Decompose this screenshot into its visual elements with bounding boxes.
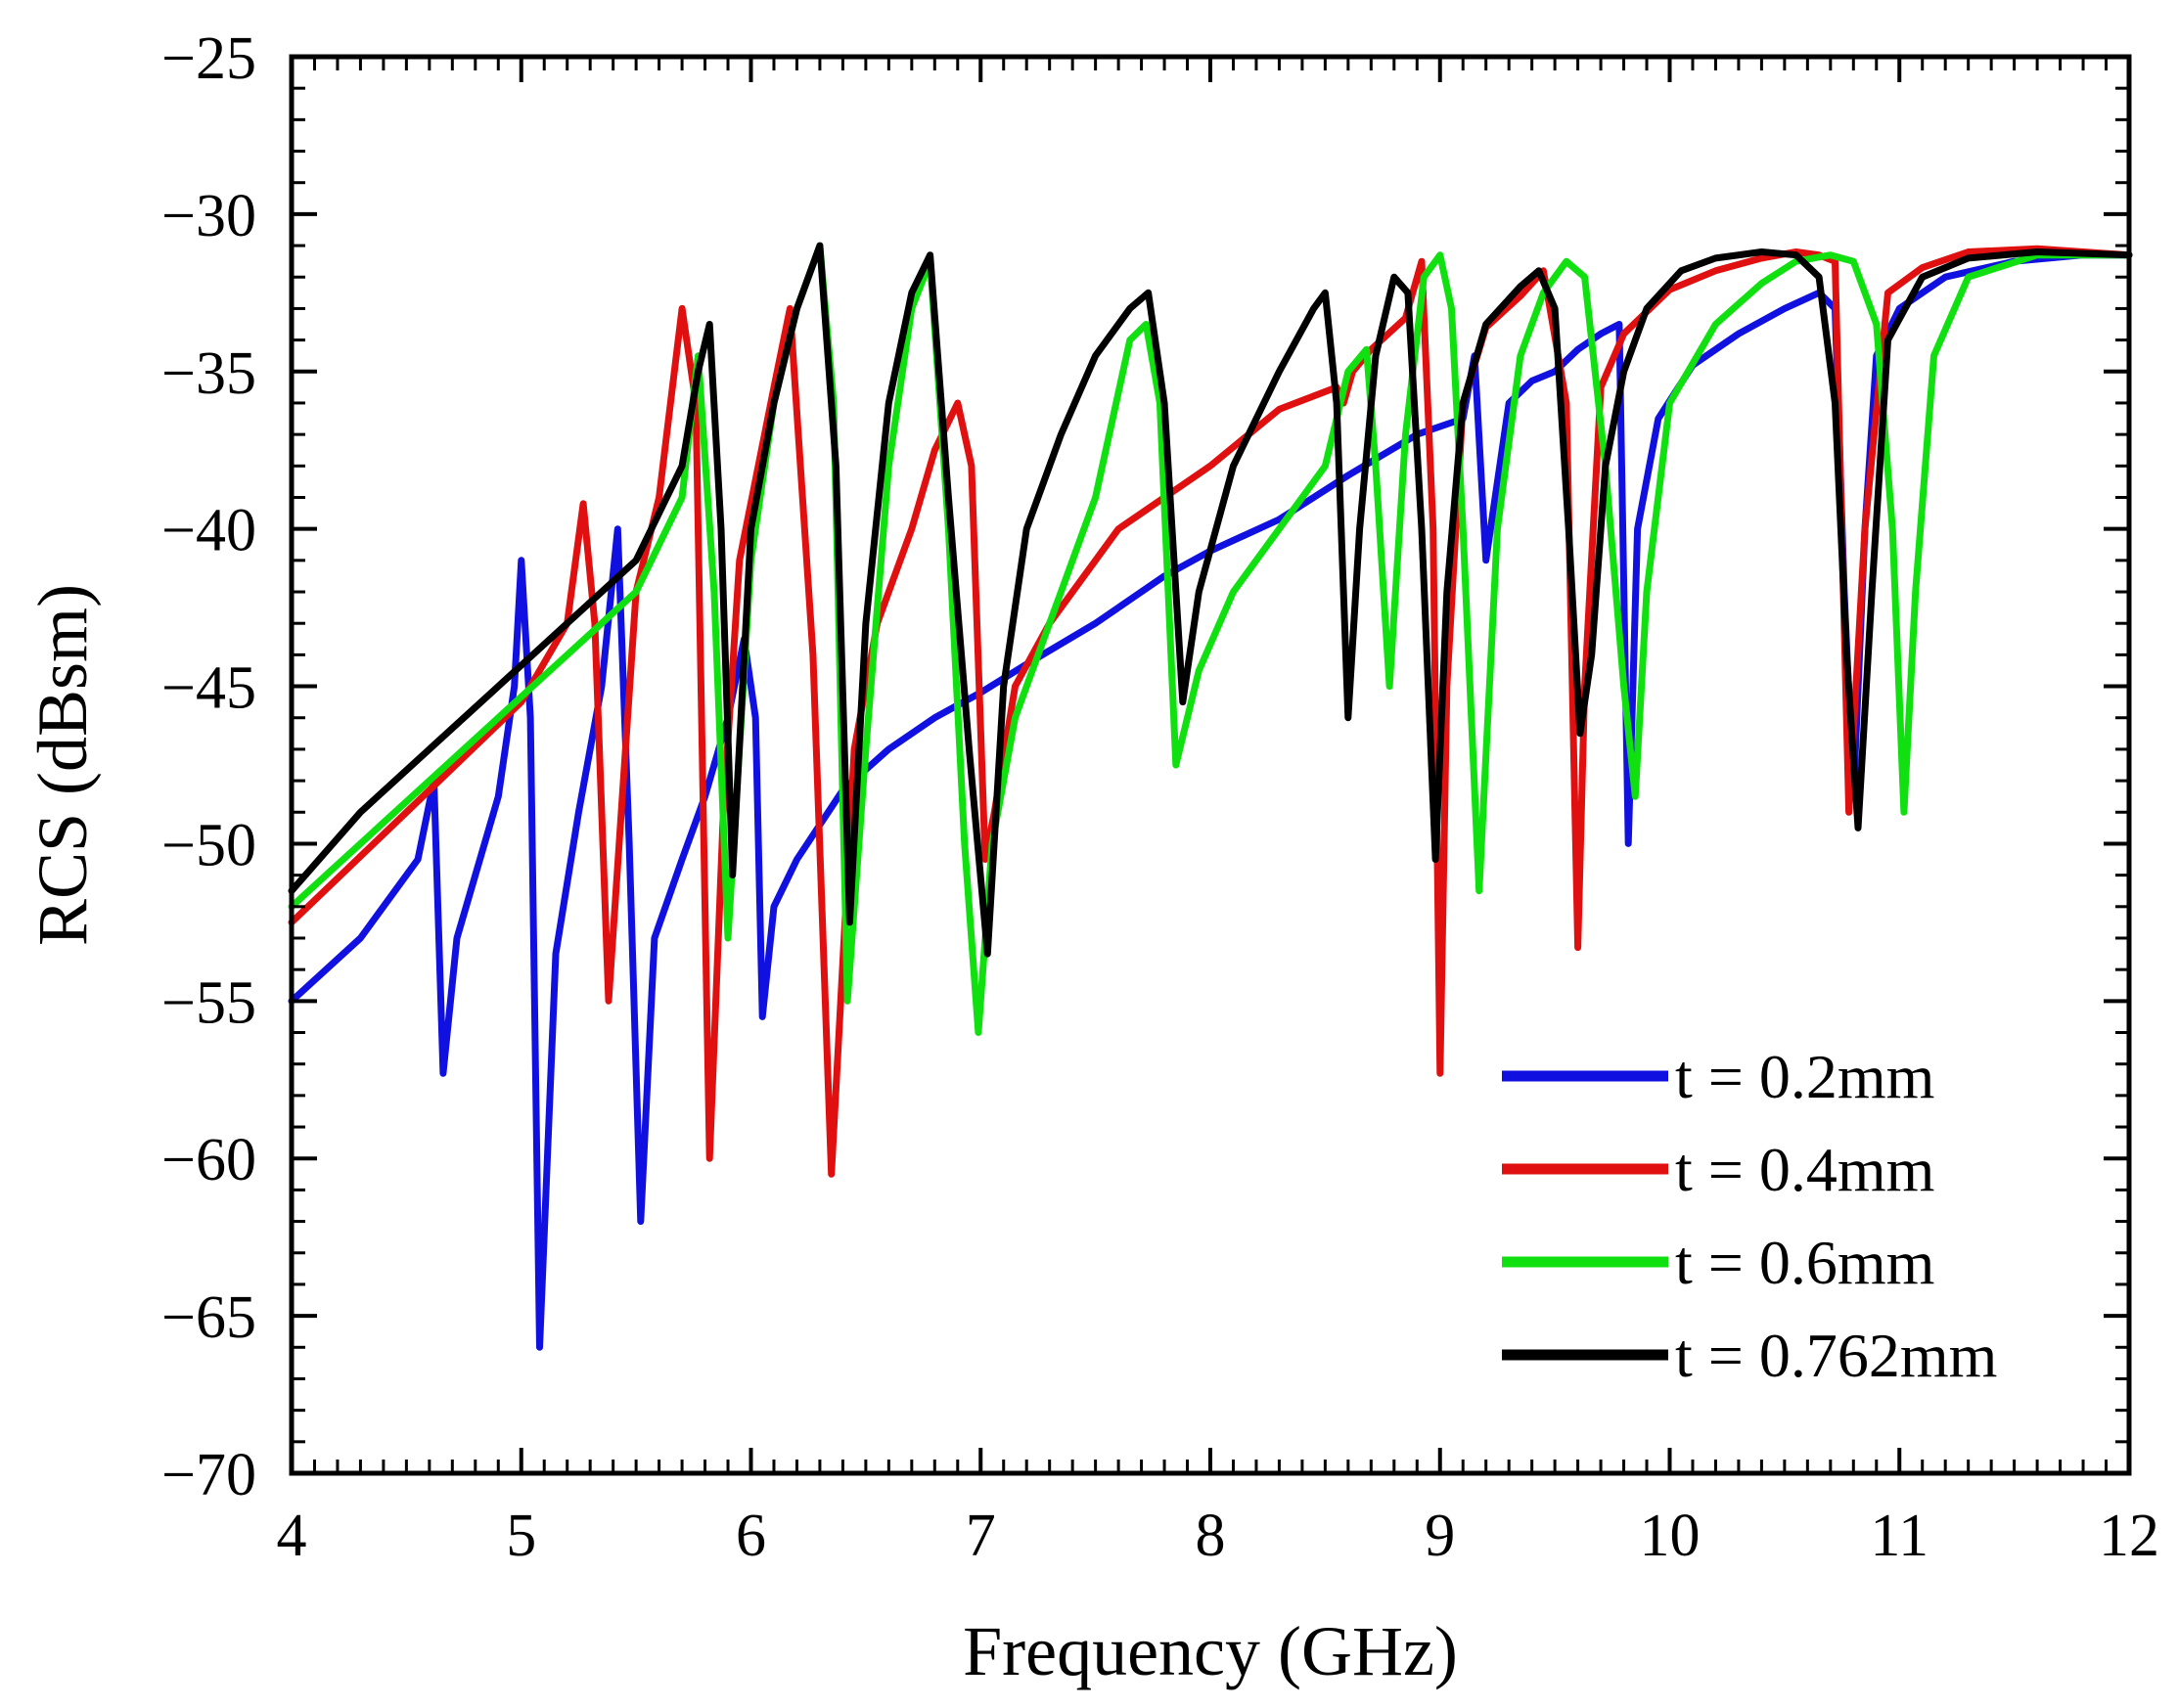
y-tick-label: −70 [161,1442,256,1508]
y-tick-label: −40 [161,498,256,564]
x-tick-label: 12 [2099,1503,2159,1569]
series-line-3 [288,242,2133,1036]
legend-label: t = 0.2mm [1675,1042,1934,1111]
legend-label: t = 0.4mm [1675,1135,1934,1204]
series-line-1 [288,251,2133,1351]
x-tick-label: 11 [1870,1503,1928,1569]
x-tick-label: 10 [1640,1503,1701,1569]
y-tick-label: −35 [161,340,256,407]
series-layer [288,242,2133,1351]
y-tick-label: −30 [161,183,256,249]
y-axis-title: RCS (dBsm) [23,584,102,946]
y-tick-label: −65 [161,1284,256,1351]
x-tick-label: 4 [277,1503,307,1569]
x-axis-title: Frequency (GHz) [963,1612,1458,1690]
legend: t = 0.2mm t = 0.4mm t = 0.6mm t = 0.762mm [1502,1042,1997,1390]
x-tick-labels: 4 5 6 7 8 9 10 11 12 [277,1503,2160,1569]
series-line-2 [288,245,2133,1178]
y-tick-label: −45 [161,655,256,722]
x-tick-label: 6 [736,1503,766,1569]
x-tick-label: 7 [966,1503,996,1569]
series-line-4 [288,242,2133,958]
y-tick-label: −25 [161,25,256,92]
y-tick-label: −60 [161,1127,256,1193]
major-ticks [290,55,2131,1475]
y-tick-label: −50 [161,812,256,878]
x-tick-label: 5 [506,1503,536,1569]
legend-label: t = 0.6mm [1675,1228,1934,1297]
x-tick-label: 8 [1196,1503,1226,1569]
legend-label: t = 0.762mm [1675,1321,1997,1390]
y-tick-labels: −25 −30 −35 −40 −45 −50 −55 −60 −65 −70 [161,25,256,1508]
x-tick-label: 9 [1425,1503,1455,1569]
y-tick-label: −55 [161,969,256,1036]
